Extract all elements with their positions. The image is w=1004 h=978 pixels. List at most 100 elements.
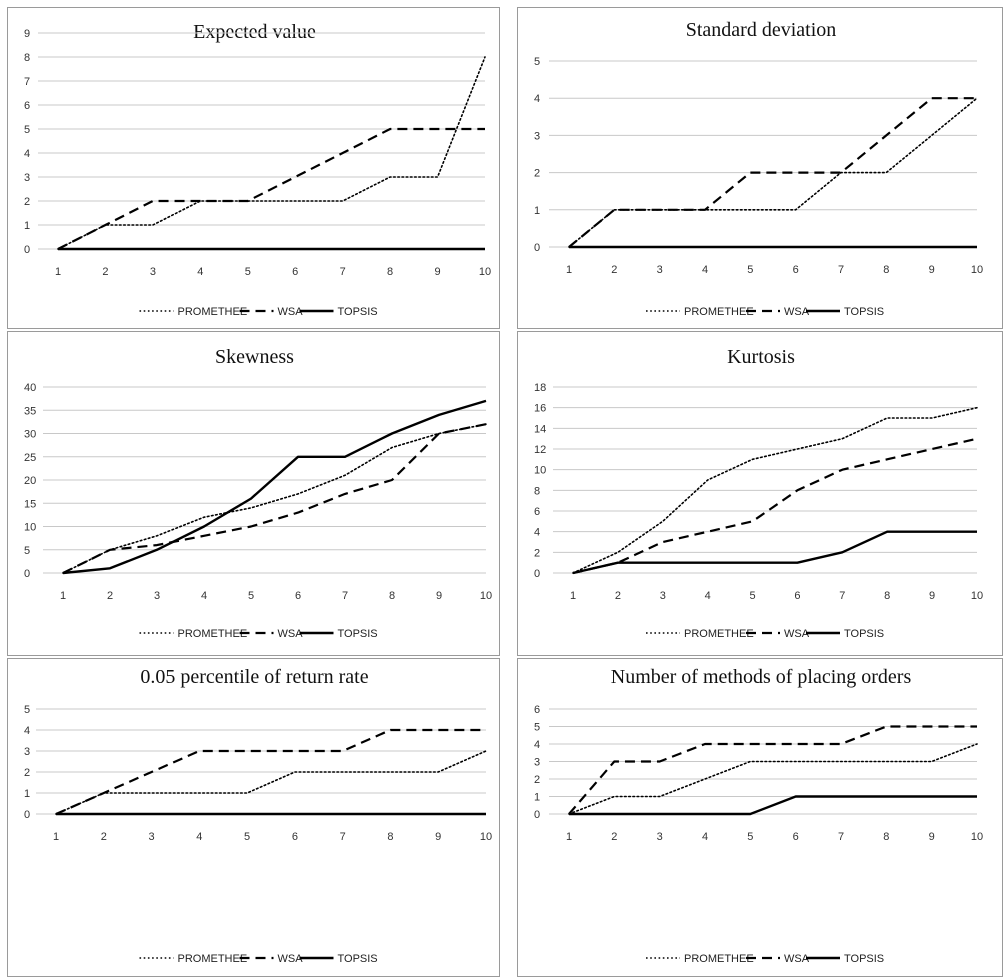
y-tick-label: 4 <box>534 527 540 539</box>
y-tick-label: 5 <box>534 722 540 734</box>
y-tick-label: 0 <box>534 242 540 254</box>
y-tick-label: 5 <box>534 56 540 68</box>
legend-label-topsis: TOPSIS <box>338 953 378 965</box>
x-tick-label: 9 <box>435 831 441 843</box>
series-line-wsa <box>63 424 486 573</box>
y-tick-label: 16 <box>534 403 546 415</box>
y-tick-label: 1 <box>534 792 540 804</box>
legend-label-promethee: PROMETHEE <box>684 306 754 318</box>
series-line-wsa <box>573 439 977 573</box>
y-tick-label: 10 <box>24 522 36 534</box>
y-tick-label: 0 <box>24 568 30 580</box>
legend-label-wsa: WSA <box>278 306 304 318</box>
x-tick-label: 9 <box>434 266 440 278</box>
x-tick-label: 5 <box>749 590 755 602</box>
legend-label-topsis: TOPSIS <box>844 628 884 640</box>
x-tick-label: 1 <box>60 590 66 602</box>
chart-title: Kurtosis <box>727 346 795 368</box>
x-tick-label: 9 <box>436 590 442 602</box>
y-tick-label: 0 <box>534 568 540 580</box>
y-tick-label: 35 <box>24 405 36 417</box>
x-tick-label: 8 <box>387 266 393 278</box>
y-tick-label: 6 <box>534 704 540 716</box>
legend-label-wsa: WSA <box>278 628 304 640</box>
legend-label-wsa: WSA <box>784 953 810 965</box>
y-tick-label: 8 <box>534 485 540 497</box>
legend-label-wsa: WSA <box>784 628 810 640</box>
y-tick-label: 3 <box>534 130 540 142</box>
y-tick-label: 1 <box>534 205 540 217</box>
y-tick-label: 25 <box>24 452 36 464</box>
series-line-topsis <box>569 797 977 815</box>
y-tick-label: 1 <box>24 788 30 800</box>
y-tick-label: 10 <box>534 465 546 477</box>
series-line-promethee <box>63 424 486 573</box>
y-tick-label: 2 <box>24 767 30 779</box>
y-tick-label: 2 <box>534 547 540 559</box>
y-tick-label: 6 <box>24 100 30 112</box>
x-tick-label: 8 <box>884 590 890 602</box>
x-tick-label: 4 <box>201 590 207 602</box>
legend-label-topsis: TOPSIS <box>844 953 884 965</box>
x-tick-label: 4 <box>197 266 203 278</box>
y-tick-label: 20 <box>24 475 36 487</box>
x-tick-label: 1 <box>566 831 572 843</box>
legend-label-topsis: TOPSIS <box>338 306 378 318</box>
x-tick-label: 9 <box>929 831 935 843</box>
x-tick-label: 5 <box>244 831 250 843</box>
x-tick-label: 10 <box>971 590 983 602</box>
x-tick-label: 4 <box>702 264 708 276</box>
x-tick-label: 3 <box>657 264 663 276</box>
x-tick-label: 7 <box>342 590 348 602</box>
x-tick-label: 7 <box>340 266 346 278</box>
y-tick-label: 1 <box>24 220 30 232</box>
x-tick-label: 3 <box>657 831 663 843</box>
x-tick-label: 2 <box>107 590 113 602</box>
x-tick-label: 4 <box>705 590 711 602</box>
x-tick-label: 1 <box>566 264 572 276</box>
x-tick-label: 5 <box>747 831 753 843</box>
x-tick-label: 3 <box>154 590 160 602</box>
x-tick-label: 6 <box>295 590 301 602</box>
series-line-wsa <box>569 727 977 815</box>
x-tick-label: 6 <box>793 264 799 276</box>
x-tick-label: 7 <box>340 831 346 843</box>
y-tick-label: 18 <box>534 382 546 394</box>
x-tick-label: 8 <box>883 831 889 843</box>
x-tick-label: 1 <box>53 831 59 843</box>
y-tick-label: 8 <box>24 52 30 64</box>
legend-label-wsa: WSA <box>784 306 810 318</box>
y-tick-label: 4 <box>24 148 30 160</box>
series-line-wsa <box>58 129 485 249</box>
legend-label-promethee: PROMETHEE <box>178 953 248 965</box>
chart-title: Expected value <box>193 21 316 43</box>
x-tick-label: 1 <box>55 266 61 278</box>
series-line-promethee <box>56 751 486 814</box>
x-tick-label: 2 <box>101 831 107 843</box>
y-tick-label: 7 <box>24 76 30 88</box>
y-tick-label: 6 <box>534 506 540 518</box>
y-tick-label: 9 <box>24 28 30 40</box>
x-tick-label: 7 <box>838 831 844 843</box>
x-tick-label: 10 <box>971 264 983 276</box>
x-tick-label: 10 <box>480 831 492 843</box>
x-tick-label: 3 <box>660 590 666 602</box>
y-tick-label: 3 <box>24 172 30 184</box>
x-tick-label: 2 <box>611 831 617 843</box>
y-tick-label: 12 <box>534 444 546 456</box>
y-tick-label: 40 <box>24 382 36 394</box>
x-tick-label: 3 <box>148 831 154 843</box>
x-tick-label: 2 <box>615 590 621 602</box>
y-tick-label: 4 <box>534 93 540 105</box>
chart-title: Number of methods of placing orders <box>611 666 912 688</box>
x-tick-label: 1 <box>570 590 576 602</box>
y-tick-label: 2 <box>534 774 540 786</box>
